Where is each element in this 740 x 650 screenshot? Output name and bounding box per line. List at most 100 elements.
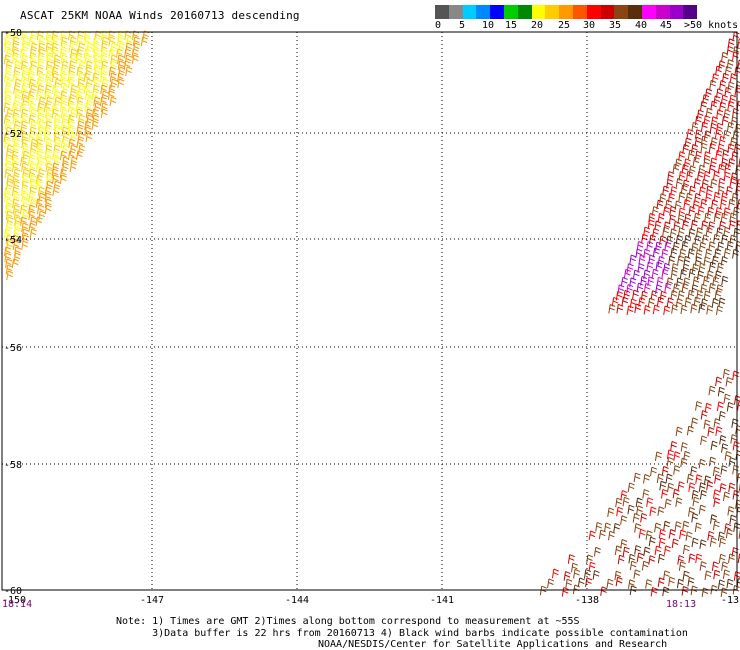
wind-barb <box>116 36 125 47</box>
wind-barb <box>107 90 115 101</box>
wind-barb <box>691 512 699 523</box>
colorbar-tick-label: 30 <box>583 20 596 31</box>
wind-barb <box>11 150 19 161</box>
wind-barb <box>4 246 12 257</box>
wind-barb <box>719 80 727 90</box>
colorbar-segment <box>531 5 546 19</box>
wind-barb <box>657 506 665 516</box>
wind-barb <box>29 198 38 209</box>
wind-barb <box>670 290 678 300</box>
wind-barb <box>37 186 45 197</box>
wind-barb <box>718 177 726 188</box>
wind-barb <box>13 84 21 95</box>
wind-barb <box>45 72 53 83</box>
wind-barb <box>21 144 30 155</box>
colorbar-segment <box>448 5 463 19</box>
wind-barb <box>622 546 630 557</box>
longitude-tick-label: -138 <box>575 595 599 606</box>
colorbar-tick-label: 0 <box>435 20 442 31</box>
wind-barb <box>13 252 21 263</box>
wind-barb <box>715 426 723 436</box>
wind-barb <box>132 36 140 47</box>
wind-barb <box>21 192 29 203</box>
wind-barb <box>729 73 737 83</box>
wind-barb <box>38 192 46 203</box>
wind-barb <box>86 42 94 53</box>
wind-barb <box>661 248 669 259</box>
wind-barb <box>713 569 721 580</box>
colorbar-segment <box>600 5 615 19</box>
wind-barb <box>687 149 695 160</box>
wind-barb <box>626 284 634 294</box>
wind-barb <box>666 297 674 307</box>
wind-barb <box>705 107 713 118</box>
wind-barb <box>100 42 108 53</box>
wind-barb <box>100 66 108 77</box>
wind-barb <box>676 277 684 288</box>
wind-barb <box>692 156 700 167</box>
wind-barb <box>19 48 27 59</box>
wind-barb <box>621 296 629 307</box>
wind-barb <box>707 426 715 437</box>
wind-barb <box>4 36 12 47</box>
wind-barb <box>77 42 85 53</box>
wind-barb <box>67 114 75 125</box>
wind-barb <box>723 171 731 182</box>
wind-barb <box>4 186 12 197</box>
wind-barb <box>5 48 13 59</box>
wind-barb <box>20 108 28 119</box>
wind-barb <box>690 417 698 427</box>
colorbar-segment <box>559 5 573 19</box>
wind-barb <box>93 102 101 113</box>
wind-barb <box>652 247 660 258</box>
wind-barb <box>606 578 614 589</box>
wind-barb <box>720 212 728 223</box>
wind-barb <box>660 488 668 499</box>
wind-barb <box>21 240 29 251</box>
wind-barb <box>51 84 59 95</box>
wind-barb <box>682 263 690 274</box>
wind-barb <box>583 569 592 579</box>
wind-barb <box>3 72 12 83</box>
wind-barb <box>38 36 46 47</box>
wind-barb <box>30 60 38 71</box>
wind-barb <box>29 48 37 59</box>
wind-barb <box>706 304 714 315</box>
wind-barb <box>620 277 628 287</box>
wind-barb <box>708 385 716 396</box>
colorbar-segment <box>614 5 629 19</box>
wind-barb <box>92 36 100 47</box>
wind-barb <box>659 480 667 491</box>
wind-barb <box>69 108 77 119</box>
wind-barb <box>677 290 685 300</box>
wind-barb <box>83 36 91 47</box>
wind-barb <box>21 42 29 53</box>
wind-barb <box>718 537 727 548</box>
wind-barb <box>680 457 688 468</box>
wind-barb <box>43 102 51 113</box>
wind-barb <box>701 178 709 189</box>
wind-barb <box>29 54 37 65</box>
wind-barb <box>52 150 60 161</box>
wind-barb <box>706 270 714 280</box>
wind-barb <box>116 72 125 83</box>
wind-barb <box>691 284 699 294</box>
wind-barb <box>617 554 625 565</box>
wind-barb <box>713 489 721 499</box>
wind-barb <box>707 530 715 541</box>
wind-barb <box>4 252 12 263</box>
wind-barb <box>68 42 76 53</box>
wind-barb <box>51 72 59 83</box>
wind-barb <box>709 537 717 547</box>
wind-barb <box>700 298 708 308</box>
wind-barb <box>663 570 671 580</box>
wind-barb <box>730 434 738 444</box>
wind-barb <box>682 144 690 154</box>
wind-barb <box>93 66 102 77</box>
wind-barb <box>690 303 698 314</box>
colorbar-segment <box>503 5 518 19</box>
wind-barb <box>627 504 635 515</box>
wind-barb <box>117 60 125 71</box>
wind-barb <box>28 102 37 113</box>
wind-barb <box>51 108 59 119</box>
